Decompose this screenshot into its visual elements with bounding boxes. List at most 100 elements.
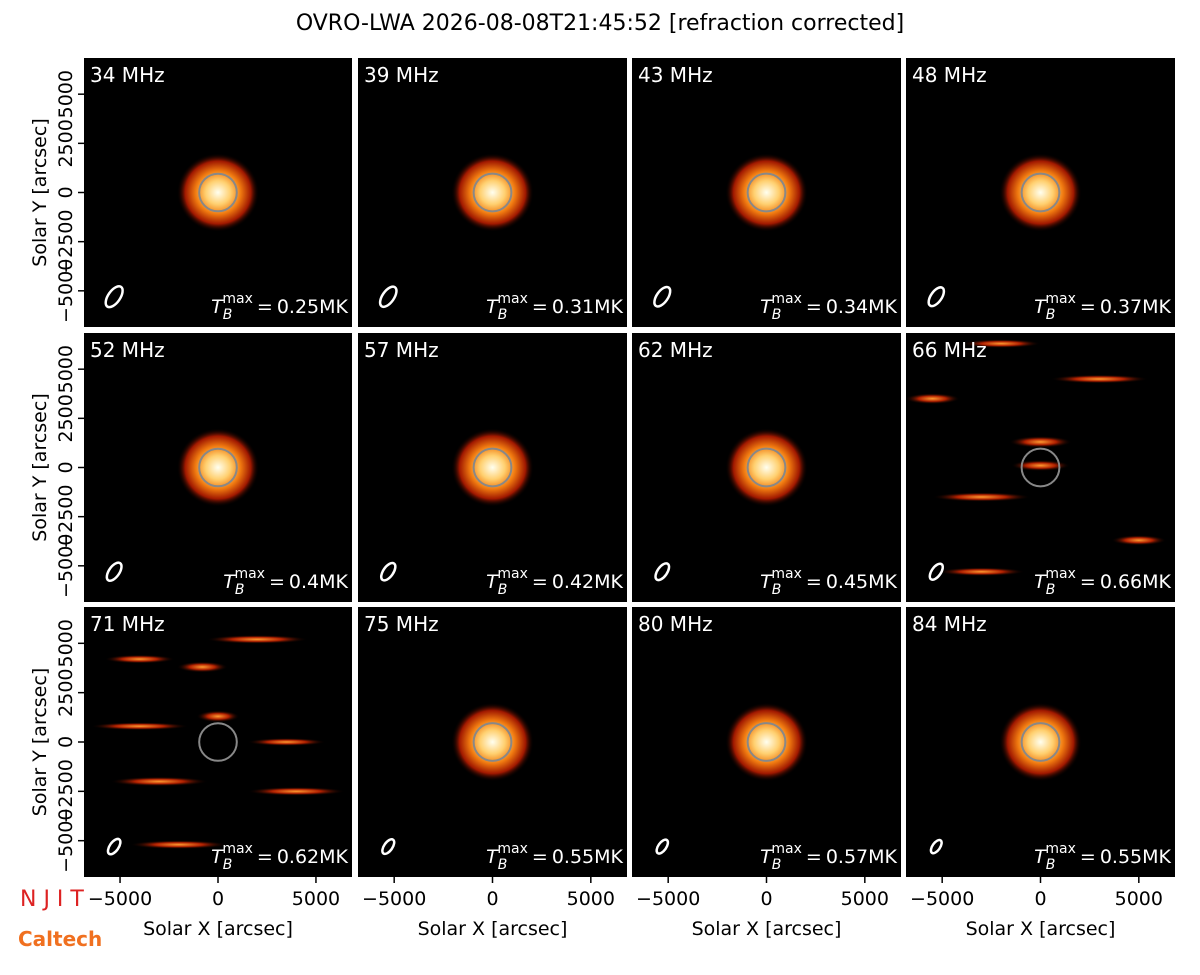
beam	[378, 285, 398, 309]
tmax-sup: max	[234, 566, 265, 582]
panel-image	[105, 428, 260, 582]
panel-image	[929, 702, 1082, 855]
panel-image	[104, 153, 260, 309]
tmax-sup: max	[497, 291, 528, 307]
solar-disk	[198, 722, 238, 762]
tmax-value: 0.37MK	[1100, 296, 1172, 318]
noise-streak	[1009, 436, 1072, 448]
noise-streak	[906, 393, 960, 405]
frequency-label: 43 MHz	[638, 63, 713, 87]
noise-streak	[938, 567, 1025, 577]
tmax-eq: =	[532, 296, 548, 318]
x-tick-label: −5000	[362, 888, 426, 910]
frequency-label: 80 MHz	[638, 612, 713, 636]
tmax-sup: max	[771, 566, 802, 582]
tmax-sup: max	[1045, 291, 1076, 307]
panel: 48 MHz TBmax = 0.37MK	[906, 58, 1175, 327]
beam	[105, 561, 123, 582]
x-axis-label: Solar X [arcsec]	[143, 918, 293, 940]
source-emission	[451, 428, 534, 507]
noise-streak	[206, 635, 309, 644]
x-axis-label: Solar X [arcsec]	[418, 918, 568, 940]
tmax-eq: =	[806, 846, 822, 868]
x-tick-label: 0	[760, 888, 772, 910]
frequency-label: 66 MHz	[912, 338, 987, 362]
logo-caltech: Caltech	[18, 927, 102, 951]
source-emission	[451, 153, 534, 232]
tmax-label: TBmax = 0.45MK	[760, 566, 897, 598]
tmax-symbol: T	[211, 296, 224, 318]
noise-streak	[961, 339, 1041, 348]
x-tick-label: −5000	[910, 888, 974, 910]
noise-streak	[247, 787, 346, 796]
frequency-label: 34 MHz	[90, 63, 165, 87]
tmax-sup: max	[497, 566, 528, 582]
panel: 43 MHz TBmax = 0.34MK	[632, 58, 901, 327]
source-emission	[999, 702, 1082, 782]
beam	[106, 837, 122, 856]
frequency-label: 48 MHz	[912, 63, 987, 87]
noise-streak	[247, 738, 326, 746]
solar-disk	[198, 172, 238, 213]
tmax-eq: =	[269, 571, 285, 593]
noise-streak	[1050, 374, 1149, 384]
chart-title: OVRO-LWA 2026-08-08T21:45:52 [refraction…	[296, 11, 904, 36]
tmax-value: 0.31MK	[552, 296, 624, 318]
tmax-value: 0.25MK	[277, 296, 349, 318]
tmax-eq: =	[1080, 571, 1096, 593]
tmax-value: 0.62MK	[277, 846, 349, 868]
panel-image	[381, 702, 534, 856]
source-emission	[176, 153, 260, 232]
panel-image	[654, 428, 808, 582]
tmax-label: TBmax = 0.42MK	[486, 566, 623, 598]
y-tick-label: 0	[55, 186, 77, 198]
tmax-value: 0.45MK	[826, 571, 898, 593]
beam	[654, 562, 671, 582]
y-tick-label: 2500	[55, 394, 77, 442]
x-tick-label: 5000	[1115, 888, 1163, 910]
tmax-symbol: T	[486, 296, 499, 318]
beam	[928, 562, 945, 581]
source-emission	[725, 702, 808, 782]
tmax-symbol: T	[486, 571, 499, 593]
source-emission	[451, 702, 534, 782]
y-tick-label: 2500	[55, 668, 77, 716]
tmax-label: TBmax = 0.4MK	[223, 566, 348, 598]
panel: 66 MHz TBmax = 0.66MK	[906, 333, 1175, 602]
x-tick-label: −5000	[88, 888, 152, 910]
tmax-label: TBmax = 0.57MK	[760, 841, 897, 873]
tmax-label: TBmax = 0.37MK	[1034, 291, 1171, 323]
tmax-sup: max	[771, 841, 802, 857]
logo-njit: N J I T	[20, 887, 84, 912]
tmax-eq: =	[806, 296, 822, 318]
solar-disk	[472, 172, 513, 213]
tmax-symbol: T	[760, 846, 773, 868]
tmax-symbol: T	[1034, 296, 1047, 318]
noise-streak	[1111, 535, 1167, 546]
tmax-symbol: T	[760, 296, 773, 318]
tmax-value: 0.42MK	[552, 571, 624, 593]
y-tick-label: −2500	[55, 210, 77, 274]
source-emission	[176, 428, 260, 507]
tmax-eq: =	[1080, 846, 1096, 868]
solar-disk	[472, 722, 513, 762]
x-tick-label: 0	[212, 888, 224, 910]
panel-image	[927, 153, 1082, 308]
x-tick-label: −5000	[636, 888, 700, 910]
tmax-label: TBmax = 0.25MK	[211, 291, 348, 323]
tmax-sup: max	[222, 291, 253, 307]
source-emission	[999, 153, 1082, 232]
noise-streak	[110, 776, 209, 787]
beam	[653, 285, 672, 308]
y-tick-label: −5000	[55, 534, 77, 598]
beam	[381, 838, 396, 856]
y-tick-label: −2500	[55, 485, 77, 549]
tmax-symbol: T	[1034, 846, 1047, 868]
tmax-symbol: T	[1034, 571, 1047, 593]
frequency-label: 84 MHz	[912, 612, 987, 636]
solar-disk	[1020, 722, 1061, 762]
tmax-sub: B	[1046, 307, 1056, 323]
tmax-sup: max	[1045, 841, 1076, 857]
x-tick-label: 5000	[841, 888, 889, 910]
tmax-eq: =	[257, 846, 273, 868]
